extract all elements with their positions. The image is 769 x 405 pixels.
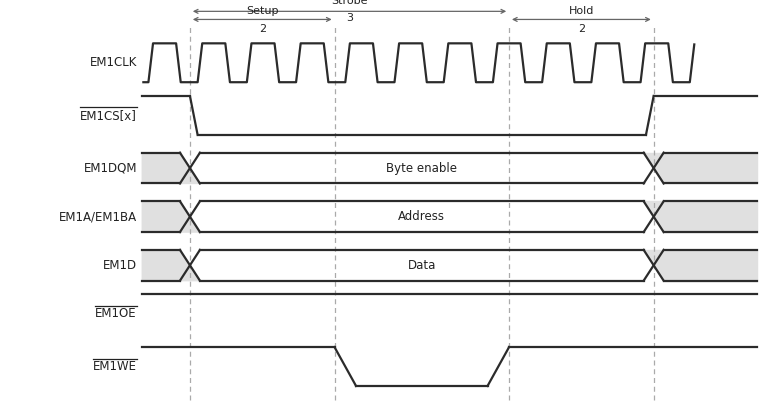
Text: EM1A/EM1BA: EM1A/EM1BA [58,210,137,223]
Polygon shape [200,250,644,281]
Polygon shape [142,153,200,183]
Polygon shape [142,201,200,232]
Text: EM1CLK: EM1CLK [89,56,137,69]
Polygon shape [644,201,757,232]
Text: 2: 2 [258,24,266,34]
Text: Address: Address [398,210,445,223]
Text: EM1DQM: EM1DQM [83,162,137,175]
Text: 2: 2 [578,24,585,34]
Polygon shape [200,153,644,183]
Polygon shape [644,153,757,183]
Text: Hold: Hold [569,6,594,16]
Text: 3: 3 [346,13,353,23]
Text: Data: Data [408,259,436,272]
Text: EM1CS[x]: EM1CS[x] [80,109,137,122]
Text: EM1WE: EM1WE [93,360,137,373]
Polygon shape [200,201,644,232]
Polygon shape [644,250,757,281]
Text: EM1OE: EM1OE [95,307,137,320]
Text: EM1D: EM1D [103,259,137,272]
Text: Byte enable: Byte enable [386,162,458,175]
Text: Setup: Setup [246,6,278,16]
Text: Strobe: Strobe [331,0,368,6]
Polygon shape [142,250,200,281]
